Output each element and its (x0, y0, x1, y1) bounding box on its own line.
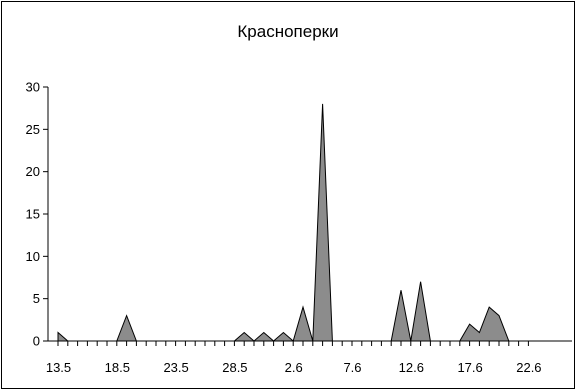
x-tick-label: 28.5 (222, 360, 247, 375)
x-tick-label: 22.6 (516, 360, 541, 375)
y-tick-label: 20 (26, 164, 40, 179)
y-tick-label: 10 (26, 249, 40, 264)
y-tick-label: 30 (26, 80, 40, 95)
x-tick-label: 18.5 (105, 360, 130, 375)
x-tick-label: 17.6 (457, 360, 482, 375)
y-tick-label: 25 (26, 122, 40, 137)
series-area (57, 103, 529, 342)
y-tick-label: 5 (33, 291, 40, 306)
x-tick-label: 2.6 (285, 360, 303, 375)
x-tick-label: 12.6 (399, 360, 424, 375)
y-tick-label: 0 (33, 334, 40, 349)
x-tick-label: 7.6 (343, 360, 361, 375)
y-tick-label: 15 (26, 207, 40, 222)
x-tick-label: 13.5 (46, 360, 71, 375)
chart-title: Красноперки (237, 22, 339, 41)
x-tick-label: 23.5 (163, 360, 188, 375)
